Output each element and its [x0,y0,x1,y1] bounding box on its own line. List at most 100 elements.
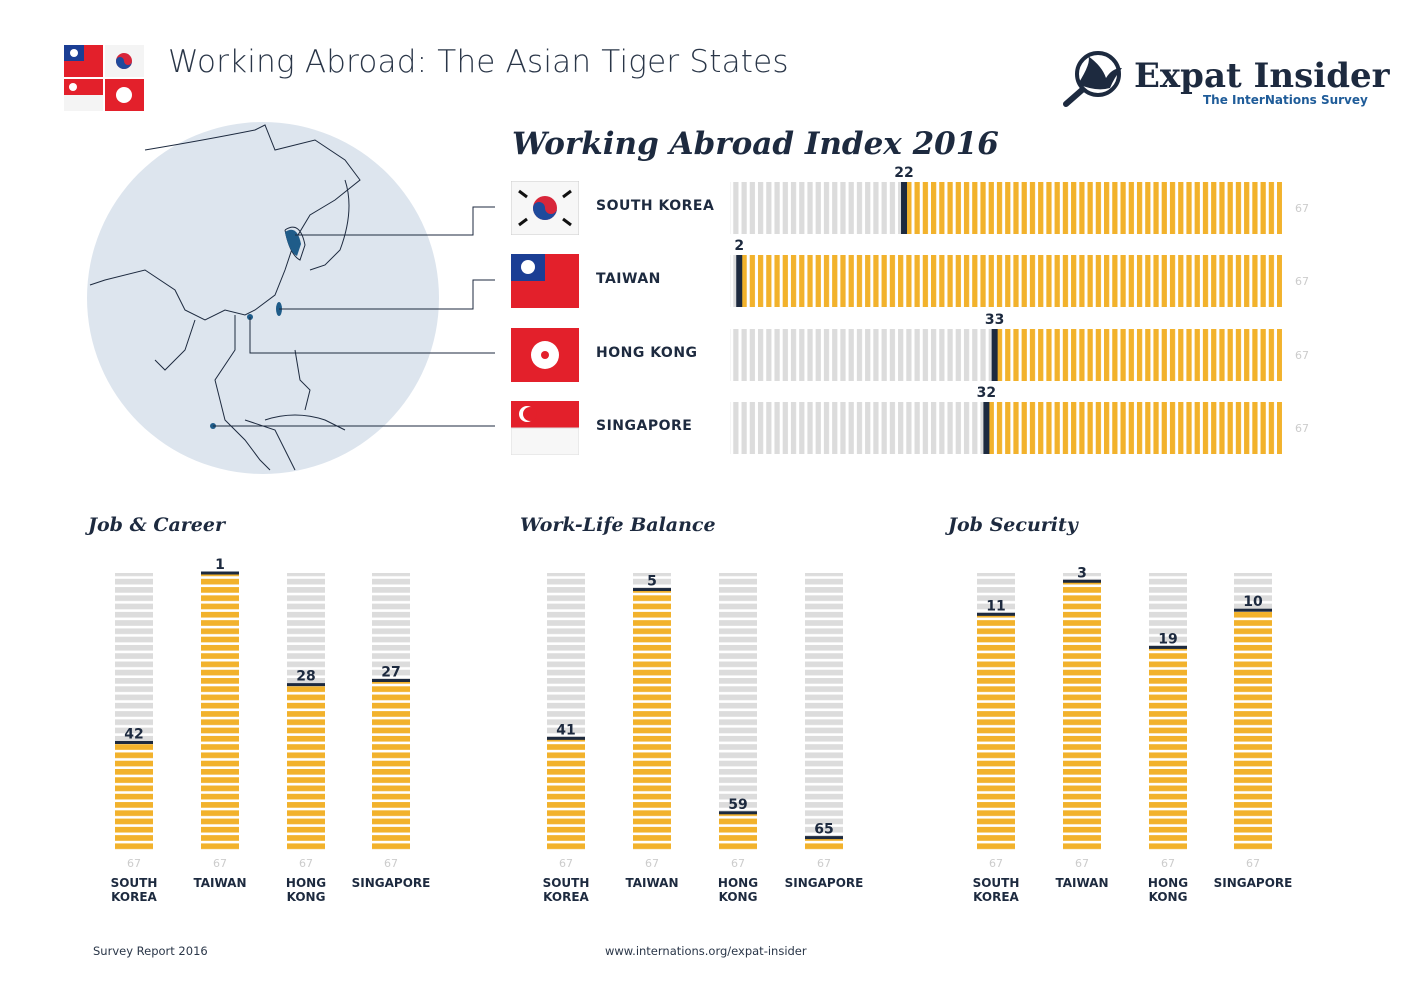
rank-marker [547,736,585,740]
logo-name: Expat Insider [1134,56,1390,96]
country-label: HONG KONG [596,345,698,361]
rank-marker [719,811,757,815]
bar-empty-segment [1149,573,1187,648]
bar-filled-segment [985,402,1282,454]
rank-marker [991,329,998,381]
bar-filled-segment [372,680,410,850]
country-label: SINGAPORE [596,418,693,434]
bar-empty-segment [977,573,1015,615]
rank-label: 59 [728,797,747,813]
index-title: Working Abroad Index 2016 [512,126,999,162]
work-life-balance-title: Work-Life Balance [520,514,716,536]
taiwan-flag-icon [511,254,579,312]
country-label: SOUTH KOREA [596,198,715,214]
bar-empty-segment [287,573,325,685]
bar-empty-segment [633,573,671,590]
country-label: SOUTH KOREA [973,876,1020,904]
bar-empty-segment [1234,573,1272,611]
bar-filled-segment [115,742,153,850]
bar-filled-segment [1234,610,1272,850]
bar-filled-segment [287,684,325,850]
max-rank-label: 67 [645,857,659,870]
country-label: HONG KONG [1148,876,1188,904]
rank-label: 19 [1158,631,1177,647]
south-korea-flag-icon [510,180,580,239]
rank-label: 65 [814,822,833,838]
country-label: TAIWAN [1055,876,1108,890]
max-rank-label: 67 [127,857,141,870]
bar-filled-segment [993,329,1282,381]
bar-filled-segment [1149,647,1187,850]
bar-empty-segment [730,329,994,381]
max-rank-label: 67 [1295,349,1309,362]
bar-empty-segment [730,182,904,234]
bar-filled-segment [201,573,239,850]
rank-label: 22 [894,165,913,181]
max-rank-label: 67 [989,857,1003,870]
max-rank-label: 67 [559,857,573,870]
footer-url[interactable]: www.internations.org/expat-insider [605,944,807,958]
asia-map [87,122,495,474]
bar-filled-segment [903,182,1282,234]
bar-filled-segment [977,614,1015,850]
country-label: TAIWAN [193,876,246,890]
header-flags-icon [64,45,144,111]
country-label: SINGAPORE [352,876,431,890]
job-career-title: Job & Career [88,514,225,536]
max-rank-label: 67 [817,857,831,870]
country-label: TAIWAN [596,271,661,287]
page-title: Working Abroad: The Asian Tiger States [168,44,789,80]
rank-marker [372,678,410,682]
bar-empty-segment [115,573,153,743]
rank-marker [633,588,671,592]
country-label: TAIWAN [625,876,678,890]
country-label: SOUTH KOREA [111,876,158,904]
bar-filled-segment [1063,581,1101,850]
job-security-title: Job Security [948,514,1078,536]
bar-empty-segment [805,573,843,838]
rank-marker [201,571,239,575]
country-label: HONG KONG [286,876,326,904]
rank-label: 33 [985,312,1004,328]
max-rank-label: 67 [1295,202,1309,215]
rank-label: 41 [556,722,575,738]
bar-filled-segment [547,738,585,850]
max-rank-label: 67 [1075,857,1089,870]
hong-kong-flag-icon [511,328,579,386]
rank-marker [1063,579,1101,583]
max-rank-label: 67 [1295,422,1309,435]
singapore-flag-icon [510,401,580,459]
bar-empty-segment [1063,573,1101,582]
bar-empty-segment [730,402,986,454]
max-rank-label: 67 [384,857,398,870]
rank-label: 2 [734,238,744,254]
rank-label: 27 [381,664,400,680]
rank-marker [805,836,843,840]
rank-marker [115,741,153,745]
bar-empty-segment [547,573,585,739]
rank-label: 1 [215,557,225,573]
rank-marker [287,683,325,687]
max-rank-label: 67 [1246,857,1260,870]
footer-report: Survey Report 2016 [93,944,208,958]
bar-filled-segment [738,255,1282,307]
rank-label: 28 [296,669,315,685]
bar-filled-segment [633,589,671,850]
rank-label: 32 [977,385,996,401]
logo-subtitle: The InterNations Survey [1203,93,1368,107]
bar-empty-segment [719,573,757,813]
expat-insider-logo-icon [1063,51,1122,107]
rank-marker [736,255,743,307]
country-label: SINGAPORE [1214,876,1293,890]
country-label: HONG KONG [718,876,758,904]
rank-label: 11 [986,598,1005,614]
country-label: SINGAPORE [785,876,864,890]
rank-label: 42 [124,727,143,743]
rank-label: 5 [647,574,657,590]
max-rank-label: 67 [731,857,745,870]
max-rank-label: 67 [213,857,227,870]
bar-filled-segment [805,837,843,850]
rank-marker [1234,608,1272,612]
bar-filled-segment [719,812,757,850]
